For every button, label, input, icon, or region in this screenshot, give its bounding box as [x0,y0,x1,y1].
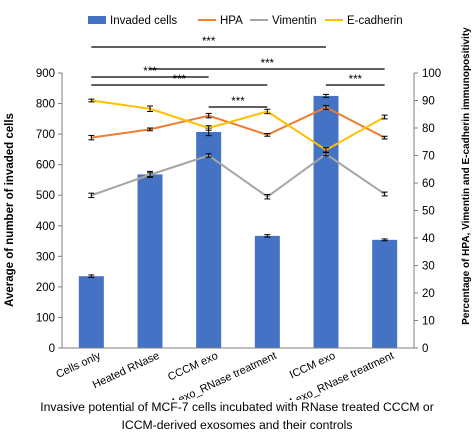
y-tick-label: 700 [36,129,55,141]
chart: Invaded cells HPA Vimentin E-cadherin *****… [4,15,472,400]
y-tick-label: 500 [36,190,55,202]
chart-axes: 0 100 200 300 400 500 600 700 800 900 0 10 20 30 40 50 6… [36,68,441,400]
x-tick-label: Heated RNase [91,350,161,391]
series-line [91,106,386,139]
y2-tick-label: 30 [422,261,435,273]
y-tick-label: 300 [36,251,55,263]
significance-label: *** [261,58,275,70]
line-series [88,98,388,200]
y2-tick-label: 0 [422,343,428,355]
significance-label: *** [143,66,157,78]
y-tick-label: 0 [49,343,55,355]
caption-line-2: ICCM-derived exosomes and their controls [121,418,353,432]
x-tick-label: Cells only [54,350,103,381]
y2-tick-label: 60 [422,178,435,190]
x-tick-label: ICCM exo [288,350,337,382]
significance-label: *** [349,74,363,86]
series-line [91,99,386,152]
significance-label: *** [202,36,216,48]
figure-caption: Invasive potential of MCF-7 cells incuba… [0,398,474,434]
bar [313,95,339,349]
legend-label: E-cadherin [347,15,403,27]
y2-tick-label: 100 [422,68,441,80]
bar [372,239,398,348]
bar [137,174,163,348]
bar [254,235,280,348]
y2-tick-label: 80 [422,123,435,135]
y2-tick-label: 50 [422,206,435,218]
y2-tick-label: 10 [422,316,435,328]
chart-legend: Invaded cells HPA Vimentin E-cadherin [88,15,403,27]
y2-tick-label: 20 [422,288,435,300]
y-tick-label: 900 [36,68,55,80]
y-tick-label: 800 [36,99,55,111]
y-tick-label: 200 [36,282,55,294]
y2-tick-label: 40 [422,233,435,245]
bar [196,131,222,348]
y-axis-label: Average of number of invaded cells [4,113,16,307]
y2-tick-label: 70 [422,151,435,163]
legend-label: Vimentin [272,15,317,27]
y2-axis-label: Percentage of HPA, Vimentin and E-cadher… [461,27,472,325]
legend-swatch [88,16,106,24]
significance-label: *** [173,74,187,86]
bar [78,276,104,348]
series-line [91,152,386,198]
y-tick-label: 100 [36,312,55,324]
y2-tick-label: 90 [422,96,435,108]
legend-label: Invaded cells [110,15,177,27]
y-tick-label: 600 [36,160,55,172]
legend-label: HPA [220,15,243,27]
bar-series [78,93,398,349]
significance-label: *** [231,96,245,108]
caption-line-1: Invasive potential of MCF-7 cells incuba… [40,400,434,414]
significance-brackets: *** *** *** *** *** *** [91,36,385,108]
y-tick-label: 400 [36,221,55,233]
